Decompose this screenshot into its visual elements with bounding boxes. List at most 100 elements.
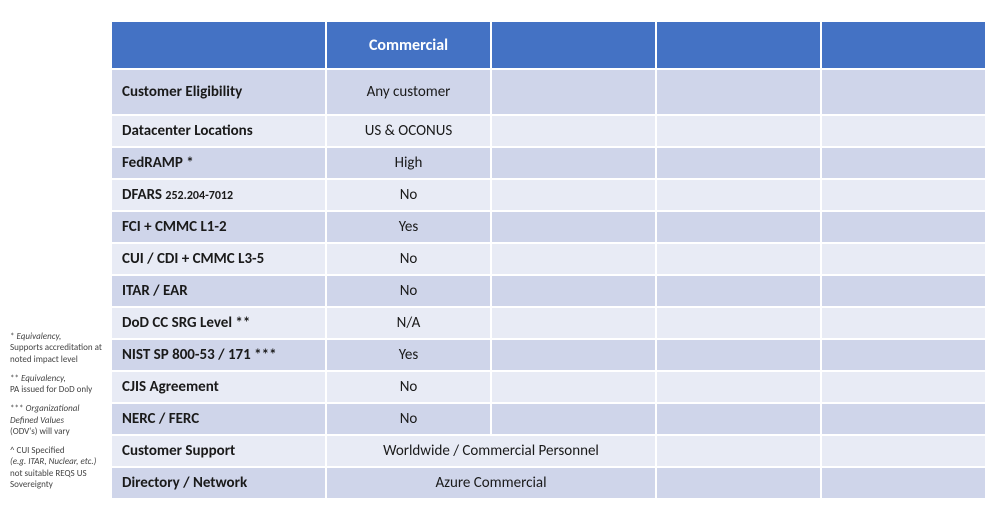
row-value-blank <box>821 275 986 307</box>
footnote-title: Equivalency, <box>17 331 62 342</box>
row-value-blank <box>491 307 656 339</box>
row-value-blank <box>656 243 821 275</box>
row-label-text: Customer Eligibility <box>122 83 242 101</box>
row-value: No <box>326 403 491 435</box>
table-row: DoD CC SRG Level **N/A <box>111 307 986 339</box>
row-label-text: Customer Support <box>122 442 235 460</box>
col-header-commercial: Commercial <box>326 21 491 69</box>
row-value: No <box>326 371 491 403</box>
row-value-blank <box>656 371 821 403</box>
row-value: US & OCONUS <box>326 115 491 147</box>
col-header-2 <box>491 21 656 69</box>
footnote-title: CUI Specified <box>17 445 65 456</box>
footnote-mark: * <box>10 331 14 342</box>
table-row: ITAR / EAR No <box>111 275 986 307</box>
row-value: High <box>326 147 491 179</box>
row-label-text: CJIS Agreement <box>122 378 219 396</box>
row-label-text: ITAR / EAR <box>122 282 188 300</box>
row-label: NIST SP 800-53 / 171 *** <box>111 339 326 371</box>
row-value-blank <box>656 115 821 147</box>
row-label: FedRAMP * <box>111 147 326 179</box>
row-value: No <box>326 243 491 275</box>
col-header-label <box>111 21 326 69</box>
row-label: Customer Support <box>111 435 326 467</box>
row-value-blank <box>821 435 986 467</box>
footnote-3: *** Organizational Defined Values (ODV's… <box>10 403 106 437</box>
table-row: CUI / CDI + CMMC L3-5No <box>111 243 986 275</box>
col-header-4 <box>821 21 986 69</box>
row-value-blank <box>821 403 986 435</box>
row-value-blank <box>491 211 656 243</box>
row-value-blank <box>821 211 986 243</box>
table-row: FCI + CMMC L1-2 Yes <box>111 211 986 243</box>
row-label-text: Directory / Network <box>122 474 247 492</box>
footnote-body: PA issued for DoD only <box>10 384 92 395</box>
row-value: Azure Commercial <box>326 467 656 499</box>
row-value-blank <box>821 115 986 147</box>
row-value-blank <box>656 339 821 371</box>
table-row: Customer SupportWorldwide / Commercial P… <box>111 435 986 467</box>
row-label: CUI / CDI + CMMC L3-5 <box>111 243 326 275</box>
row-value-blank <box>491 371 656 403</box>
footnote-eg: (e.g. ITAR, Nuclear, etc.) <box>10 456 96 467</box>
row-label: DoD CC SRG Level ** <box>111 307 326 339</box>
table-row: FedRAMP * High <box>111 147 986 179</box>
row-value-blank <box>656 435 821 467</box>
row-value-blank <box>656 307 821 339</box>
row-value-blank <box>821 371 986 403</box>
table-row: NIST SP 800-53 / 171 ***Yes <box>111 339 986 371</box>
row-value-blank <box>491 147 656 179</box>
footnote-1: * Equivalency, Supports accreditation at… <box>10 331 106 365</box>
row-value-blank <box>491 339 656 371</box>
row-label: CJIS Agreement <box>111 371 326 403</box>
row-label: Customer Eligibility <box>111 69 326 115</box>
row-label: Directory / Network <box>111 467 326 499</box>
row-label-text: Datacenter Locations <box>122 122 253 140</box>
row-value: Yes <box>326 339 491 371</box>
row-value-blank <box>491 69 656 115</box>
row-label: FCI + CMMC L1-2 <box>111 211 326 243</box>
footnote-mark: *** <box>10 403 23 414</box>
footnote-2: ** Equivalency, PA issued for DoD only <box>10 373 106 396</box>
row-label-text: DoD CC SRG Level ** <box>122 314 250 332</box>
row-label: ITAR / EAR <box>111 275 326 307</box>
row-value-blank <box>821 307 986 339</box>
row-value-blank <box>656 467 821 499</box>
row-value: Yes <box>326 211 491 243</box>
row-value-blank <box>821 339 986 371</box>
table-row: CJIS Agreement No <box>111 371 986 403</box>
row-value-blank <box>656 147 821 179</box>
row-value-blank <box>656 69 821 115</box>
footnote-title: Equivalency, <box>21 373 66 384</box>
page: * Equivalency, Supports accreditation at… <box>0 0 999 512</box>
row-value-blank <box>656 211 821 243</box>
footnote-4: ^ CUI Specified (e.g. ITAR, Nuclear, etc… <box>10 445 106 490</box>
table-body: Customer EligibilityAny customerDatacent… <box>111 69 986 499</box>
row-value-blank <box>491 115 656 147</box>
table-row: Directory / Network Azure Commercial <box>111 467 986 499</box>
footnote-mark: ** <box>10 373 19 384</box>
footnote-body: Supports accreditation at noted impact l… <box>10 342 102 364</box>
row-value: No <box>326 179 491 211</box>
row-value-blank <box>821 69 986 115</box>
row-value-blank <box>821 467 986 499</box>
row-label-text: DFARS <box>122 186 162 204</box>
row-value-blank <box>821 243 986 275</box>
row-value-blank <box>491 179 656 211</box>
table-row: DFARS 252.204-7012No <box>111 179 986 211</box>
row-value-blank <box>491 403 656 435</box>
row-label-text: FedRAMP * <box>122 154 194 172</box>
row-label-text: FCI + CMMC L1-2 <box>122 218 227 236</box>
footnotes: * Equivalency, Supports accreditation at… <box>4 323 110 500</box>
row-value-blank <box>491 275 656 307</box>
row-value-blank <box>656 179 821 211</box>
row-value: No <box>326 275 491 307</box>
table-row: NERC / FERC No <box>111 403 986 435</box>
row-label-text: NERC / FERC <box>122 410 199 428</box>
footnote-body: (ODV's) will vary <box>10 426 70 437</box>
row-value-blank <box>821 179 986 211</box>
footnote-mark: ^ <box>10 445 14 456</box>
row-label: Datacenter Locations <box>111 115 326 147</box>
row-value-blank <box>491 243 656 275</box>
row-value-blank <box>656 403 821 435</box>
